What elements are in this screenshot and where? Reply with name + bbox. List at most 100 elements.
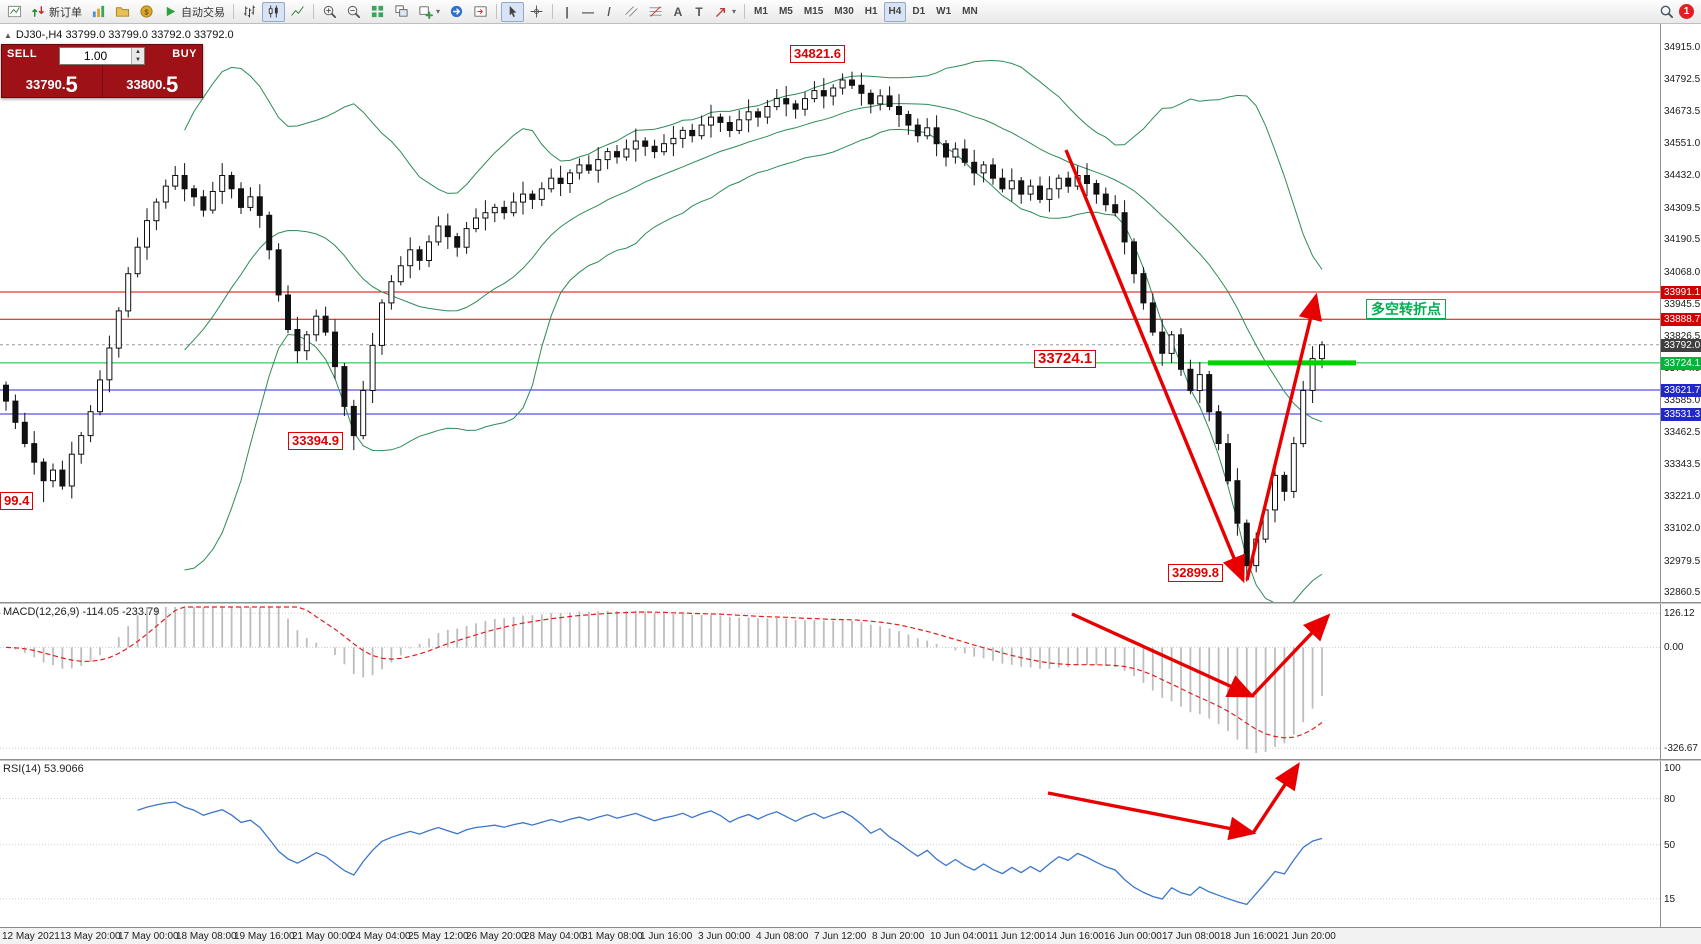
- bar-chart-button[interactable]: [238, 2, 261, 22]
- price-tick-label: 32979.5: [1664, 555, 1701, 567]
- price-tick-label: 33221.0: [1664, 491, 1701, 503]
- volume-value: 1.00: [83, 49, 108, 63]
- price-callout-label[interactable]: 33394.9: [288, 432, 343, 450]
- zoom-out-icon: [347, 5, 361, 19]
- candlesticks: [3, 71, 1325, 582]
- label-tool-button[interactable]: T: [689, 2, 709, 22]
- charts-button[interactable]: [87, 2, 110, 22]
- search-button[interactable]: [1655, 2, 1678, 22]
- text-tool-icon: A: [673, 4, 683, 19]
- volume-up-icon[interactable]: ▲: [132, 48, 144, 56]
- new-chart-icon: [419, 6, 433, 19]
- price-tick-label: 34309.5: [1664, 202, 1701, 214]
- new-chart-button[interactable]: ▾: [414, 2, 444, 22]
- autotrading-button[interactable]: 自动交易: [159, 2, 229, 22]
- price-tick-label: 33102.0: [1664, 523, 1701, 534]
- timeframe-D1-button[interactable]: D1: [912, 6, 926, 17]
- timeframe-M5-button[interactable]: M5: [778, 6, 793, 17]
- time-axis[interactable]: 12 May 2021 13 May 20:00 17 May 00:00 18 Ma…: [0, 927, 1701, 944]
- horizontal-line-icon: —: [582, 4, 595, 19]
- trend-arrow[interactable]: [1064, 149, 1245, 584]
- candlestick-chart-button[interactable]: [262, 1, 285, 22]
- time-tick-label: 10 Jun 04:00: [930, 931, 988, 942]
- sell-button[interactable]: SELL 33790.5: [2, 45, 103, 97]
- price-callout-label[interactable]: 32899.8: [1168, 564, 1223, 582]
- price-tick-label: 34068.0: [1664, 266, 1701, 278]
- scripts-button[interactable]: $: [135, 2, 158, 22]
- time-tick-label: 8 Jun 20:00: [872, 931, 925, 942]
- rsi-line: [137, 801, 1323, 906]
- tile-windows-icon: [371, 5, 384, 18]
- dropdown-caret-icon: ▾: [732, 7, 737, 16]
- timeframe-W1-button[interactable]: W1: [936, 6, 952, 17]
- rsi-tick-label: 15: [1664, 893, 1676, 905]
- price-tag: 33724.1: [1661, 356, 1701, 370]
- trend-arrow[interactable]: [1047, 791, 1257, 841]
- timeframe-H1-button[interactable]: H1: [864, 6, 878, 17]
- price-tick-label: 34551.0: [1664, 138, 1701, 150]
- timeframe-MN-button[interactable]: MN: [962, 6, 978, 17]
- profiles-button[interactable]: [111, 2, 134, 22]
- price-tick-label: 33945.5: [1664, 299, 1701, 311]
- price-callout-label[interactable]: 33724.1: [1034, 350, 1097, 368]
- rsi-tick-label: 80: [1664, 793, 1676, 805]
- auto-scroll-button[interactable]: [445, 2, 468, 22]
- buy-button[interactable]: BUY 33800.5: [103, 45, 203, 97]
- cursor-button[interactable]: [501, 1, 525, 22]
- timeframe-H4-button[interactable]: H4: [883, 1, 907, 22]
- price-callout-label[interactable]: 34821.6: [790, 45, 845, 63]
- main-chart-canvas[interactable]: [0, 24, 1660, 602]
- panel-separator[interactable]: [0, 602, 1701, 604]
- crosshair-button[interactable]: [525, 2, 548, 22]
- ohlc-bars-icon: [243, 5, 256, 18]
- arrow-shape-icon: [716, 7, 726, 17]
- horizontal-line-button[interactable]: —: [578, 2, 598, 22]
- timeframe-M15-button[interactable]: M15: [803, 6, 824, 17]
- rsi-tick-label: 50: [1664, 839, 1676, 851]
- volume-spinner[interactable]: ▲ ▼: [131, 48, 144, 64]
- macd-tick-label: -326.67: [1664, 743, 1698, 755]
- notification-badge[interactable]: 1: [1679, 4, 1694, 19]
- rsi-panel-canvas[interactable]: [0, 761, 1660, 927]
- shapes-button[interactable]: ▾: [710, 2, 740, 22]
- toolbar-separator: [233, 4, 234, 19]
- price-tick-label: 34792.5: [1664, 74, 1701, 86]
- chart-window-button[interactable]: [3, 2, 26, 22]
- price-scale[interactable]: 34915.0 34792.5 34673.5 34551.0 34432.0 34309…: [1660, 24, 1701, 927]
- time-tick-label: 13 May 20:00: [60, 931, 121, 942]
- folder-icon: [115, 7, 130, 17]
- line-chart-button[interactable]: [286, 2, 309, 22]
- trend-arrow[interactable]: [1250, 613, 1331, 698]
- vertical-line-button[interactable]: |: [557, 2, 577, 22]
- macd-tick-label: 126.12: [1664, 608, 1695, 620]
- channel-button[interactable]: [620, 2, 643, 22]
- buy-price: 33800.5: [126, 72, 179, 97]
- tile-windows-button[interactable]: [366, 2, 389, 22]
- channel-icon: [625, 6, 638, 17]
- vertical-line-icon: |: [565, 4, 569, 19]
- time-tick-label: 17 Jun 08:00: [1162, 931, 1220, 942]
- volume-input[interactable]: 1.00 ▲ ▼: [59, 47, 145, 65]
- macd-panel-canvas[interactable]: [0, 604, 1660, 759]
- panel-separator[interactable]: [0, 759, 1701, 761]
- text-tool-button[interactable]: A: [668, 2, 688, 22]
- new-order-button[interactable]: 新订单: [27, 2, 86, 22]
- symbol-ohlc-info: ▲ DJ30-,H4 33799.0 33799.0 33792.0 33792…: [4, 29, 234, 41]
- trend-arrow[interactable]: [1245, 292, 1322, 581]
- timeframe-M30-button[interactable]: M30: [834, 6, 854, 17]
- volume-down-icon[interactable]: ▼: [132, 56, 144, 64]
- pivot-note-label[interactable]: 多空转折点: [1366, 299, 1446, 319]
- time-tick-label: 21 Jun 20:00: [1278, 931, 1336, 942]
- trend-arrow[interactable]: [1251, 762, 1300, 834]
- trendline-button[interactable]: /: [599, 2, 619, 22]
- timeframe-M1-button[interactable]: M1: [754, 6, 768, 17]
- fibonacci-button[interactable]: [644, 2, 667, 22]
- play-icon: [166, 6, 176, 17]
- symbol-ohlc-text: DJ30-,H4 33799.0 33799.0 33792.0 33792.0: [15, 29, 234, 41]
- chart-shift-button[interactable]: [469, 2, 492, 22]
- zoom-in-button[interactable]: [318, 2, 341, 22]
- price-callout-label[interactable]: 99.4: [0, 492, 34, 510]
- trend-arrow[interactable]: [1071, 612, 1256, 698]
- cascade-windows-button[interactable]: [390, 2, 413, 22]
- zoom-out-button[interactable]: [342, 2, 365, 22]
